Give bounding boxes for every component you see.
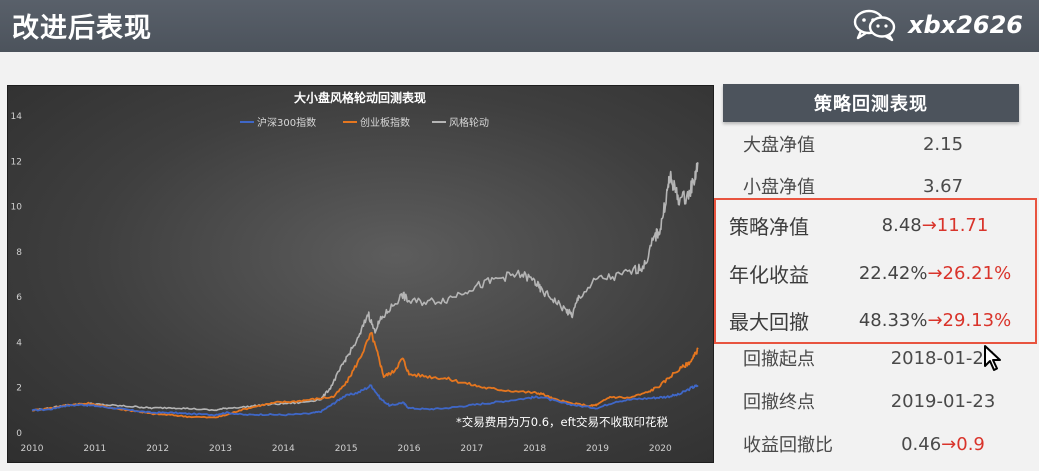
y-tick-label: 2 <box>16 384 22 394</box>
stat-label: 回撤终点 <box>743 392 815 413</box>
stat-label: 年化收益 <box>729 262 809 287</box>
stat-row-max-drawdown: 最大回撤 48.33%→29.13% <box>723 300 1023 340</box>
stat-row-annual-return: 年化收益 22.42%→26.21% <box>723 253 1023 293</box>
mouse-cursor-icon <box>984 345 1001 371</box>
stat-label: 最大回撤 <box>729 309 809 334</box>
x-tick-label: 2020 <box>649 444 672 454</box>
wechat-icon <box>853 9 896 42</box>
stat-value: 8.48→11.71 <box>881 214 989 236</box>
backtest-chart: 大小盘风格轮动回测表现沪深300指数 创业板指数 风格轮动 0 2 4 6 8 10 12 14 20… <box>7 85 714 463</box>
stat-value: 0.46→0.9 <box>901 433 985 455</box>
panel-title: 策略回测表现 <box>723 84 1019 122</box>
y-tick-label: 8 <box>16 248 22 258</box>
stat-row-small-cap-nav: 小盘净值 3.67 <box>723 166 1023 206</box>
stat-row-drawdown-end: 回撤终点 2019-01-23 <box>723 381 1023 421</box>
stat-label: 策略净值 <box>729 214 809 239</box>
stat-label: 大盘净值 <box>743 135 815 156</box>
series-line <box>31 331 699 419</box>
series-line <box>31 162 699 412</box>
chart-annotation: *交易费用为万0.6，eft交易不收取印花税 <box>456 415 668 429</box>
series-line <box>31 384 699 417</box>
stat-row-large-cap-nav: 大盘净值 2.15 <box>723 124 1023 164</box>
brand-name: xbx2626 <box>908 11 1023 39</box>
x-tick-label: 2010 <box>21 444 44 454</box>
stat-value: 2.15 <box>922 133 964 155</box>
x-tick-label: 2014 <box>272 444 295 454</box>
x-tick-label: 2016 <box>398 444 421 454</box>
page-title: 改进后表现 <box>12 13 152 44</box>
legend-entry: 沪深300指数 <box>257 116 316 129</box>
header-bar: 改进后表现 xbx2626 <box>0 0 1039 52</box>
brand: xbx2626 <box>852 7 1023 43</box>
stat-row-return-drawdown-ratio: 收益回撤比 0.46→0.9 <box>723 424 1023 464</box>
y-tick-label: 12 <box>11 157 22 167</box>
stat-label: 收益回撤比 <box>743 435 833 456</box>
stat-value: 2019-01-23 <box>890 390 996 412</box>
stat-row-strategy-nav: 策略净值 8.48→11.71 <box>723 205 1023 245</box>
stat-label: 小盘净值 <box>743 177 815 198</box>
chart-title: 大小盘风格轮动回测表现 <box>294 90 426 105</box>
legend-entry: 创业板指数 <box>360 116 410 129</box>
y-tick-label: 14 <box>11 112 23 122</box>
improved-value: →11.71 <box>921 214 989 236</box>
stat-value: 3.67 <box>922 175 964 197</box>
improved-value: →0.9 <box>941 433 985 455</box>
y-tick-label: 6 <box>16 293 22 303</box>
y-tick-label: 10 <box>11 203 23 213</box>
stat-value: 2018-01-24 <box>890 347 996 369</box>
stat-label: 回撤起点 <box>743 349 815 370</box>
x-tick-label: 2019 <box>586 444 609 454</box>
stat-row-drawdown-start: 回撤起点 2018-01-24 <box>723 338 1023 378</box>
x-tick-label: 2011 <box>83 444 106 454</box>
x-tick-label: 2015 <box>335 444 358 454</box>
x-tick-label: 2013 <box>209 444 232 454</box>
x-tick-label: 2018 <box>523 444 546 454</box>
x-tick-label: 2017 <box>460 444 483 454</box>
stat-value: 48.33%→29.13% <box>858 309 1012 331</box>
stat-value: 22.42%→26.21% <box>858 262 1012 284</box>
improved-value: →29.13% <box>927 309 1012 331</box>
x-tick-label: 2012 <box>146 444 169 454</box>
y-tick-label: 4 <box>16 338 22 348</box>
y-tick-label: 0 <box>16 429 22 439</box>
highlight-box <box>714 198 1037 344</box>
improved-value: →26.21% <box>927 262 1012 284</box>
legend-entry: 风格轮动 <box>449 116 489 129</box>
